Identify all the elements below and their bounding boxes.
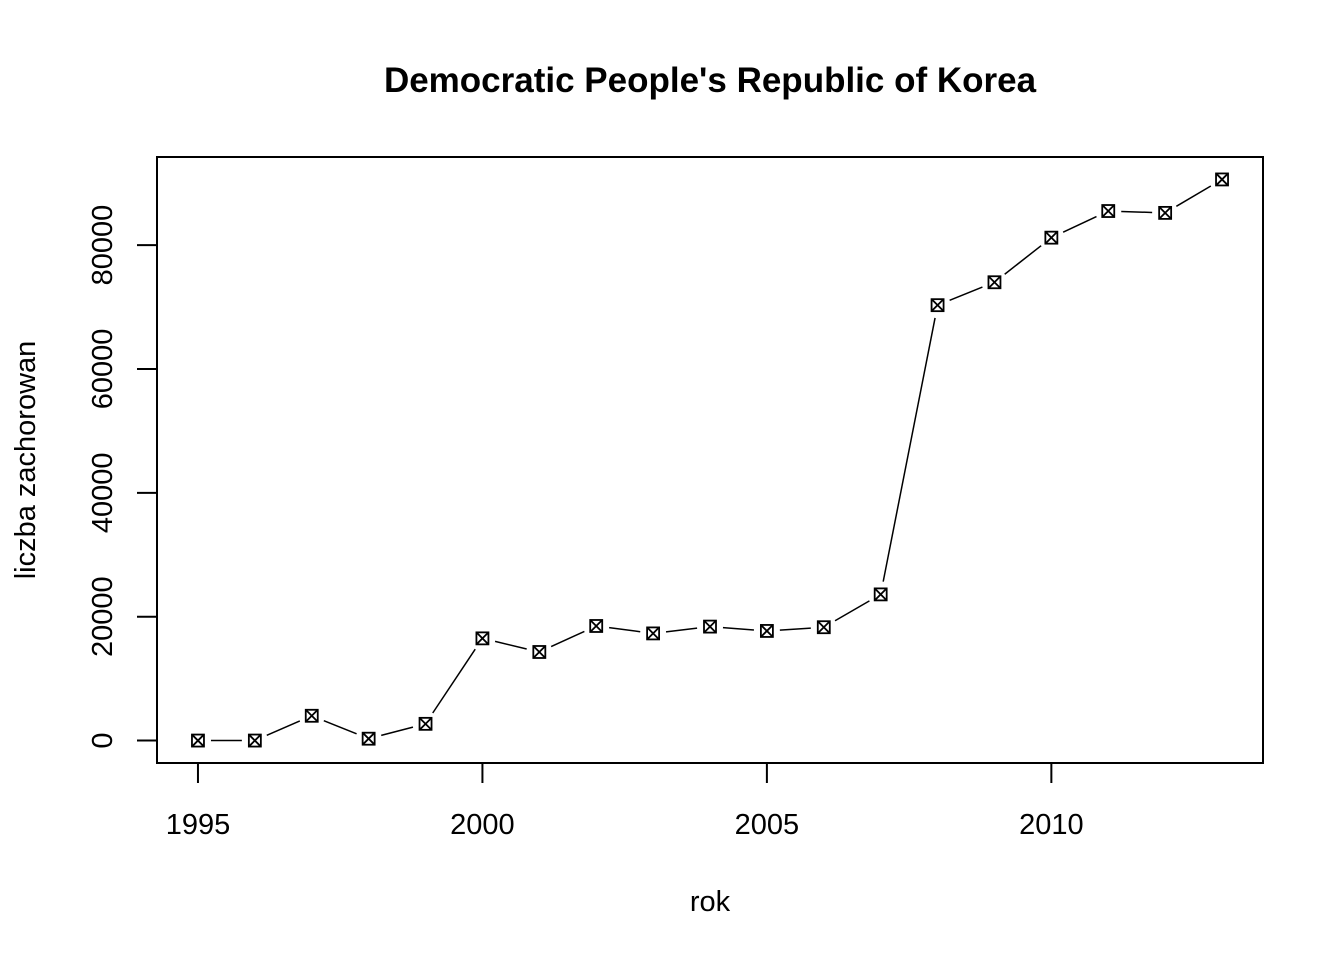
y-axis: 0 20000 40000 60000 80000 <box>87 205 158 749</box>
data-point <box>475 631 490 646</box>
series-segment <box>1062 215 1097 233</box>
series-segment <box>779 627 811 631</box>
series-segment <box>432 648 476 714</box>
x-tick-label: 1995 <box>166 809 231 841</box>
y-axis-label: liczba zachorowan <box>10 341 42 580</box>
chart-title: Democratic People's Republic of Korea <box>384 61 1037 100</box>
data-point <box>247 733 262 748</box>
data-point <box>532 645 547 659</box>
series-segment <box>949 286 983 302</box>
data-point <box>1158 205 1173 220</box>
data-point <box>816 620 831 635</box>
y-tick-label: 20000 <box>87 576 119 657</box>
series-points <box>191 172 1229 748</box>
x-axis: 1995 2000 2005 2010 <box>166 762 1084 841</box>
series-segment <box>266 720 301 737</box>
series-segment <box>882 317 936 582</box>
data-point <box>930 298 945 313</box>
data-point <box>1215 172 1229 187</box>
series-line <box>210 185 1212 742</box>
series-segment <box>381 726 414 737</box>
y-tick-label: 40000 <box>87 452 119 533</box>
data-point <box>191 733 205 748</box>
x-tick-label: 2005 <box>735 809 800 841</box>
y-tick-label: 0 <box>87 732 119 748</box>
x-axis-label: rok <box>690 886 731 918</box>
data-point <box>646 626 661 641</box>
data-point <box>1044 230 1059 245</box>
x-tick-label: 2010 <box>1019 809 1084 841</box>
data-point <box>361 731 376 746</box>
series-segment <box>494 640 527 650</box>
plot-frame <box>156 156 1264 764</box>
y-tick-label: 60000 <box>87 329 119 410</box>
data-point <box>304 708 319 723</box>
data-point <box>703 619 717 634</box>
data-point <box>987 275 1002 290</box>
y-tick-label: 80000 <box>87 205 119 286</box>
series-segment <box>323 719 357 735</box>
series-segment <box>550 630 585 648</box>
series-segment <box>834 600 870 622</box>
series-segment <box>722 626 754 631</box>
data-point <box>873 587 888 602</box>
data-point <box>1101 204 1116 218</box>
series-segment <box>609 626 641 633</box>
data-point <box>418 716 433 731</box>
data-point <box>589 619 604 633</box>
series-segment <box>665 627 698 633</box>
series-segment <box>1175 185 1212 207</box>
x-tick-label: 2000 <box>450 809 515 841</box>
data-point <box>759 624 774 638</box>
series-segment <box>1121 210 1153 214</box>
series-segment <box>1004 245 1042 275</box>
